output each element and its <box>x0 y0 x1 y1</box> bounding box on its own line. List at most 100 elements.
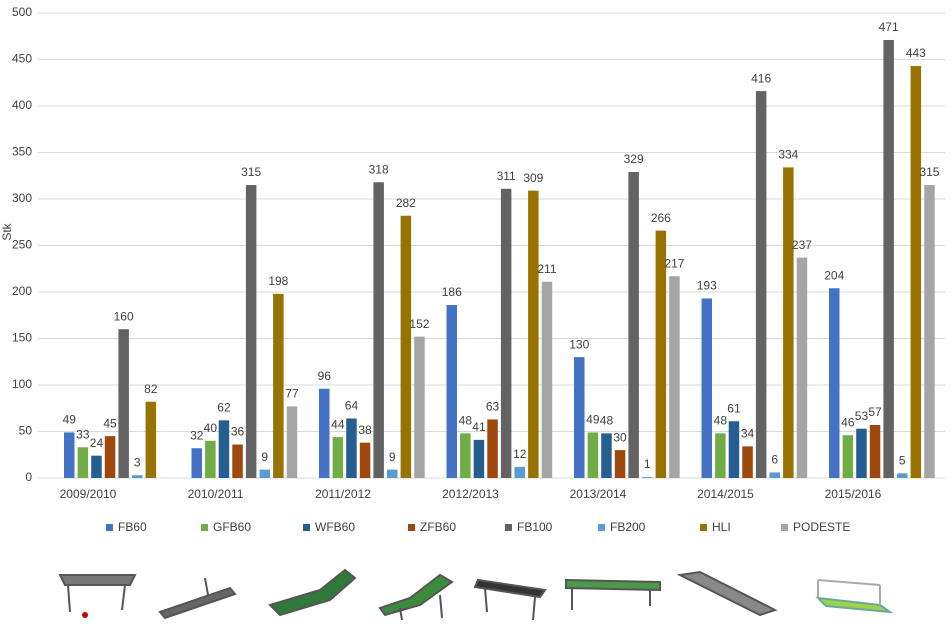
value-label: 315 <box>919 165 939 179</box>
bar <box>245 185 257 479</box>
bar <box>500 188 512 478</box>
x-tick-label: 2010/2011 <box>188 487 244 501</box>
value-label: 217 <box>664 256 684 270</box>
value-label: 48 <box>600 414 614 428</box>
bar <box>869 424 881 478</box>
legend-swatch <box>700 524 707 531</box>
value-label: 211 <box>537 262 556 276</box>
bar <box>191 448 202 478</box>
bar <box>446 305 457 478</box>
value-label: 152 <box>409 317 429 331</box>
value-label: 9 <box>261 450 268 464</box>
bar <box>897 473 908 478</box>
value-label: 6 <box>771 453 778 467</box>
value-label: 24 <box>90 436 104 450</box>
y-tick-label: 300 <box>12 191 32 205</box>
product-image <box>676 570 778 617</box>
y-tick-label: 350 <box>12 145 32 159</box>
value-label: 61 <box>727 401 741 415</box>
value-label: 334 <box>778 148 798 162</box>
legend-label: ZFB60 <box>420 520 456 534</box>
value-label: 48 <box>459 414 473 428</box>
value-label: 44 <box>331 417 345 431</box>
y-tick-label: 450 <box>12 52 32 66</box>
y-tick-label: 500 <box>12 5 32 19</box>
value-label: 32 <box>190 428 204 442</box>
bar <box>769 472 780 478</box>
value-label: 471 <box>879 20 899 34</box>
bar <box>883 39 894 478</box>
bar <box>359 442 371 478</box>
bar <box>910 66 922 478</box>
y-tick-label: 100 <box>12 377 32 391</box>
bar <box>205 440 216 478</box>
value-label: 315 <box>241 165 261 179</box>
x-tick-label: 2014/2015 <box>697 487 754 501</box>
x-tick-label: 2013/2014 <box>570 487 627 501</box>
value-label: 204 <box>824 268 844 282</box>
y-tick-label: 50 <box>19 424 33 438</box>
value-label: 30 <box>613 430 627 444</box>
bar <box>601 433 612 478</box>
bar <box>755 91 767 479</box>
value-label: 237 <box>792 238 812 252</box>
bar <box>400 215 412 479</box>
bar <box>528 190 539 478</box>
legend-swatch <box>201 524 208 531</box>
legend-label: HLI <box>712 520 731 534</box>
value-label: 82 <box>144 382 158 396</box>
value-label: 416 <box>751 71 771 85</box>
product-image <box>815 579 894 614</box>
bar <box>259 469 270 478</box>
bar <box>642 477 653 478</box>
bar <box>218 420 230 478</box>
bar <box>715 433 726 478</box>
bar <box>387 469 398 478</box>
bar <box>91 455 102 478</box>
bar <box>614 450 626 478</box>
bar <box>319 388 330 478</box>
bar <box>669 276 680 478</box>
legend-label: FB200 <box>610 520 646 534</box>
product-images <box>58 568 894 621</box>
value-label: 96 <box>318 369 332 383</box>
product-image <box>158 577 237 620</box>
value-label: 62 <box>217 401 231 415</box>
value-label: 309 <box>523 171 543 185</box>
value-label: 318 <box>369 162 389 176</box>
value-label: 186 <box>442 285 462 299</box>
value-label: 46 <box>841 415 855 429</box>
value-label: 48 <box>714 414 728 428</box>
bar <box>64 432 75 478</box>
bar <box>145 401 157 478</box>
product-image <box>565 578 661 610</box>
bar <box>514 466 525 478</box>
legend-swatch <box>303 524 310 531</box>
value-label: 34 <box>741 427 755 441</box>
value-label: 12 <box>513 447 527 461</box>
bar <box>796 257 808 478</box>
legend-label: PODESTE <box>793 520 850 534</box>
bar <box>286 406 298 478</box>
bar <box>829 288 840 478</box>
value-label: 38 <box>358 423 372 437</box>
bar <box>373 182 384 478</box>
bar <box>118 329 129 478</box>
bar <box>856 428 867 478</box>
bar <box>414 336 425 478</box>
bar <box>104 436 116 478</box>
value-label: 282 <box>396 196 416 210</box>
legend-swatch <box>505 524 512 531</box>
bar <box>460 433 471 478</box>
bar <box>628 172 639 478</box>
value-label: 193 <box>697 279 717 293</box>
value-label: 266 <box>651 211 671 225</box>
bar <box>842 435 854 478</box>
bar <box>587 432 599 478</box>
product-image <box>378 573 454 621</box>
value-label: 329 <box>624 152 644 166</box>
bar <box>346 418 357 478</box>
bar <box>77 447 89 478</box>
value-label: 77 <box>285 387 299 401</box>
